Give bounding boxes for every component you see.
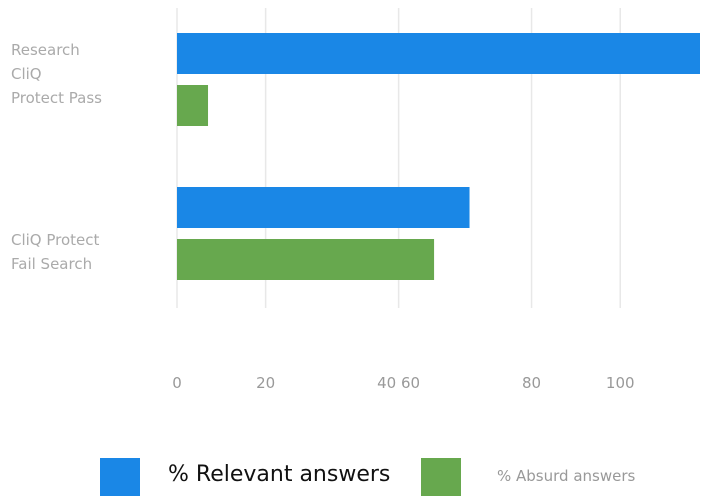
bar — [177, 33, 700, 74]
legend-label: % Relevant answers — [168, 462, 391, 487]
x-tick-label: 20 — [256, 374, 276, 392]
category-label: CliQ Protect Fail Search — [11, 231, 100, 273]
x-tick-label: 40 60 — [377, 374, 421, 392]
category-label: Research CliQ Protect Pass — [11, 41, 102, 107]
x-tick-label: 80 — [522, 374, 542, 392]
bar — [177, 85, 209, 126]
bar — [177, 187, 470, 228]
legend-swatch — [421, 458, 461, 496]
legend-label: % Absurd answers — [497, 467, 636, 485]
legend-swatch — [100, 458, 140, 496]
bar — [177, 239, 435, 280]
x-tick-label: 0 — [172, 374, 182, 392]
x-tick-label: 100 — [605, 374, 635, 392]
